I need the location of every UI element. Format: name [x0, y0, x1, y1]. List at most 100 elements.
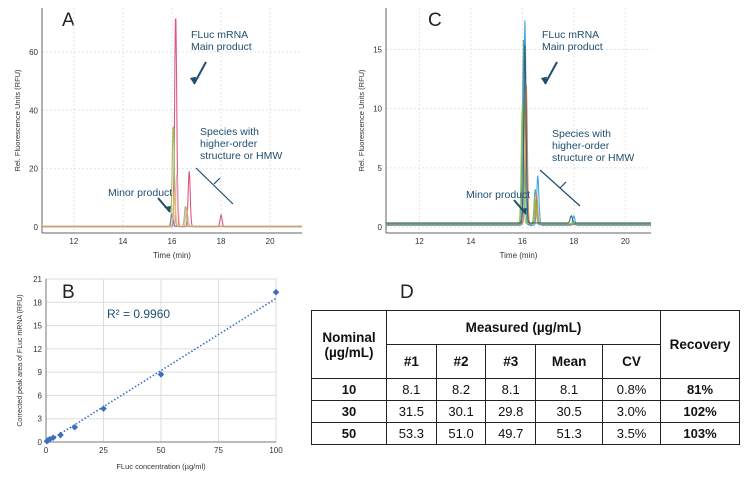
- recovery-cell: 102%: [660, 400, 740, 423]
- measured-cell: 29.8: [485, 400, 537, 423]
- annotation-hmw: higher-order: [200, 138, 258, 150]
- measured-cell: 30.1: [435, 400, 487, 423]
- sub-header-row: #1 #2 #3 Mean CV: [312, 344, 740, 379]
- table-row: 50 53.3 51.0 49.7 51.3 3.5% 103%: [311, 422, 740, 445]
- bracket-hmw: [539, 169, 581, 207]
- y-tick-label: 3: [38, 415, 43, 424]
- x-axis-title: Time (min): [153, 251, 191, 260]
- arrow-main-product: [193, 61, 207, 85]
- y-tick-label: 15: [373, 45, 382, 54]
- y-tick-label: 0: [34, 223, 39, 232]
- r-squared-label: R² = 0.9960: [107, 307, 170, 321]
- y-tick-label: 60: [29, 48, 38, 57]
- table-row: 10 8.1 8.2 8.1 8.1 0.8% 81%: [311, 378, 740, 401]
- y-tick-label: 40: [29, 106, 38, 115]
- x-tick-label: 12: [415, 237, 424, 246]
- data-point: [49, 434, 57, 442]
- trace-line: [386, 39, 651, 226]
- data-point: [46, 435, 53, 443]
- trace-line: [386, 85, 651, 225]
- sub-header-cell: #1: [386, 344, 437, 379]
- x-tick-label: 50: [157, 446, 166, 455]
- nominal-cell: 50: [311, 422, 387, 445]
- y-tick-label: 6: [38, 391, 43, 400]
- annotation-main-product: Main product: [191, 41, 252, 53]
- x-tick-label: 20: [266, 237, 275, 246]
- x-tick-label: 0: [44, 446, 49, 455]
- x-tick-label: 75: [214, 446, 223, 455]
- measured-cell: 53.3: [386, 422, 437, 445]
- data-point: [57, 431, 64, 439]
- y-tick-label: 10: [373, 105, 382, 114]
- x-tick-label: 25: [99, 446, 108, 455]
- measured-cell: 30.5: [535, 400, 604, 423]
- calibration-scatter-b: 0 25 50 75 100 0 3 6 9 12 15 18 21 FLuc concentration…: [17, 275, 283, 471]
- measured-cell: 31.5: [386, 400, 437, 423]
- measured-cell: 8.2: [435, 378, 487, 401]
- x-tick-label: 12: [69, 237, 78, 246]
- y-tick-label: 5: [378, 164, 383, 173]
- annotation-hmw: structure or HMW: [552, 152, 634, 164]
- arrowhead-minor-product: [520, 208, 527, 214]
- y-axis-title: Rel. Fluorescence Units (RFU): [357, 69, 366, 172]
- electropherogram-c: 12 14 16 18 20 0 5 10 15 Time (min) Rel. Fluoresce…: [357, 8, 651, 260]
- x-tick-label: 14: [466, 237, 475, 246]
- sub-header-cell: Mean: [535, 344, 604, 379]
- measured-cell: 3.5%: [602, 422, 661, 445]
- panel-label-d: D: [400, 282, 414, 303]
- measured-cell: 8.1: [535, 378, 604, 401]
- x-tick-label: 18: [217, 237, 226, 246]
- annotation-hmw: structure or HMW: [200, 150, 282, 162]
- electropherogram-a: 12 14 16 18 20 0 20 40 60 Time (min) Rel. Fluoresc…: [13, 8, 302, 260]
- nominal-cell: 30: [311, 400, 387, 423]
- panel-label-a: A: [62, 10, 75, 31]
- y-tick-label: 0: [378, 223, 383, 232]
- x-tick-label: 16: [518, 237, 527, 246]
- measured-cell: 0.8%: [602, 378, 661, 401]
- annotation-hmw: Species with: [552, 128, 611, 140]
- y-axis-title: Corrected peak area of FLuc mRNA (RFU): [17, 294, 24, 426]
- recovery-cell: 103%: [660, 422, 740, 445]
- sub-header-cell: #2: [435, 344, 487, 379]
- measured-cell: 8.1: [485, 378, 537, 401]
- trace-line: [386, 45, 651, 224]
- trace-line: [42, 126, 302, 228]
- y-tick-label: 15: [33, 322, 42, 331]
- annotation-hmw: Species with: [200, 126, 259, 138]
- data-point: [100, 405, 107, 412]
- x-axis-title: Time (min): [500, 251, 538, 260]
- y-tick-label: 21: [33, 275, 42, 284]
- annotation-hmw: higher-order: [552, 140, 610, 152]
- measured-header: Measured (µg/mL): [386, 310, 661, 345]
- data-point: [71, 423, 79, 431]
- x-tick-label: 18: [569, 237, 578, 246]
- x-tick-label: 14: [118, 237, 127, 246]
- trace-line: [386, 20, 651, 226]
- x-axis-title: FLuc concentration (µg/ml): [116, 462, 206, 471]
- trace-line: [42, 191, 302, 227]
- arrowhead-main-product: [189, 76, 197, 84]
- y-axis-title: Rel. Fluorescence Units (RFU): [13, 69, 22, 172]
- arrowhead-minor-product: [164, 206, 171, 212]
- measured-cell: 51.3: [535, 422, 604, 445]
- table-row: 30 31.5 30.1 29.8 30.5 3.0% 102%: [311, 400, 740, 423]
- panel-label-c: C: [428, 10, 442, 31]
- y-tick-label: 0: [38, 438, 43, 447]
- recovery-table: Nominal (µg/mL) Measured (µg/mL) Recover…: [311, 310, 740, 445]
- x-tick-label: 100: [269, 446, 283, 455]
- x-tick-label: 20: [621, 237, 630, 246]
- measured-cell: 49.7: [485, 422, 537, 445]
- sub-header-cell: CV: [602, 344, 661, 379]
- x-tick-label: 16: [168, 237, 177, 246]
- annotation-main-product: FLuc mRNA: [191, 29, 248, 41]
- measured-cell: 51.0: [435, 422, 487, 445]
- sub-header-cell: #3: [485, 344, 537, 379]
- measured-cell: 8.1: [386, 378, 437, 401]
- bracket-hmw: [195, 167, 234, 205]
- recovery-header: Recovery: [660, 310, 740, 379]
- y-tick-label: 12: [33, 345, 42, 354]
- annotation-minor-product: Minor product: [108, 187, 172, 199]
- recovery-cell: 81%: [660, 378, 740, 401]
- data-point: [272, 288, 280, 296]
- nominal-header: Nominal (µg/mL): [311, 310, 387, 379]
